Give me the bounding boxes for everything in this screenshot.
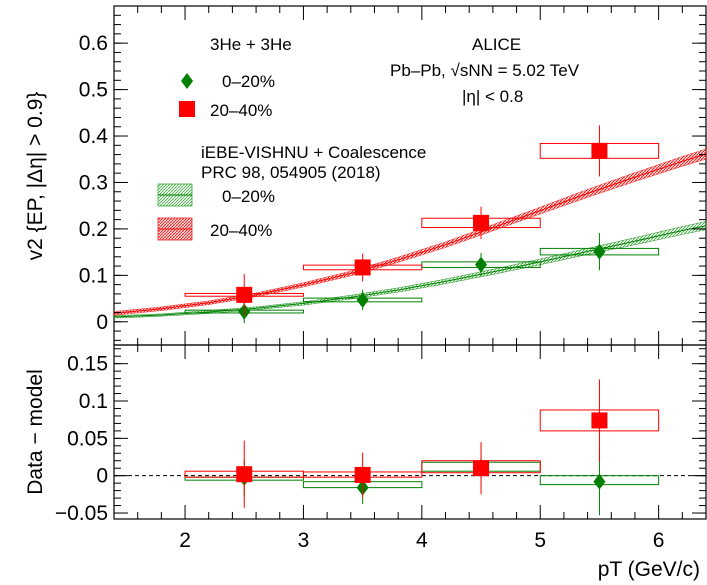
data-point-diamond [475, 256, 488, 273]
data-point-square [354, 466, 371, 483]
bot-ytick-label: 0.1 [79, 390, 108, 413]
model-central-line-square [113, 153, 707, 314]
top-ytick-label: 0.6 [79, 32, 108, 55]
top-ytick-label: 0.4 [79, 125, 109, 148]
model-bands-top [113, 148, 707, 319]
data-legend-entry-1: 20–40% [210, 101, 272, 120]
model-legend-title: iEBE-VISHNU + Coalescence [201, 143, 426, 162]
x-axis-ticks-top [113, 6, 707, 345]
legend-marker-square [179, 101, 195, 117]
data-point-square [591, 142, 608, 159]
top-ytick-label: 0 [96, 311, 108, 334]
data-points-top [236, 125, 608, 324]
top-y-axis-label: v2 {EP, |Δη| > 0.9} [24, 92, 47, 261]
y-axis-ticks-top: 0 0.1 0.2 0.3 0.4 0.5 0.6 [79, 14, 706, 341]
legend-marker-diamond [181, 73, 193, 89]
data-legend-title: 3He + 3He [210, 35, 292, 54]
data-point-square [473, 214, 490, 231]
top-ytick-label: 0.2 [79, 218, 108, 241]
data-point-diamond [593, 473, 606, 490]
bot-ytick-label: −0.05 [55, 502, 108, 525]
x-axis-label: pT (GeV/c) [598, 558, 700, 581]
data-point-diamond [593, 243, 606, 260]
model-legend-reference: PRC 98, 054905 (2018) [201, 163, 381, 182]
bottom-plot-frame [113, 344, 707, 520]
top-panel: 00.10.20.30.40.50.6 v2 {EP, |Δη| > 0.9} … [24, 5, 707, 346]
xtick-label: 2 [179, 529, 191, 552]
data-point-square [354, 259, 371, 276]
top-ytick-label: 0.5 [79, 79, 108, 102]
data-points-bottom [236, 379, 608, 516]
xtick-label: 4 [416, 529, 428, 552]
model-legend-entry-0: 0–20% [222, 187, 275, 206]
bot-ytick-label: 0.05 [67, 427, 108, 450]
model-legend: iEBE-VISHNU + Coalescence PRC 98, 054905… [157, 143, 426, 241]
y-axis-ticks-bottom: −0.05 0 0.05 0.1 0.15 [55, 348, 706, 525]
data-point-square [473, 460, 490, 477]
data-point-square [236, 466, 253, 483]
x-axis-ticks-bottom: 2 3 4 5 6 [113, 345, 707, 552]
data-point-square [591, 412, 608, 429]
model-central-line-diamond [113, 225, 707, 318]
bottom-panel: −0.05 0 0.05 0.1 0.15 2 3 4 5 6 Data − model pT … [24, 344, 707, 581]
bot-ytick-label: 0.15 [67, 353, 108, 376]
model-band-diamond [113, 221, 707, 319]
xtick-label: 5 [534, 529, 546, 552]
top-ytick-label: 0.3 [79, 171, 108, 194]
experiment-system: Pb–Pb, √sNN = 5.02 TeV [390, 61, 580, 80]
top-ytick-label: 0.1 [79, 264, 108, 287]
data-point-square [236, 286, 253, 303]
experiment-collaboration: ALICE [472, 35, 521, 54]
data-legend: 3He + 3He 0–20% 20–40% [179, 35, 292, 120]
experiment-label: ALICE Pb–Pb, √sNN = 5.02 TeV |η| < 0.8 [390, 35, 580, 106]
data-legend-entry-0: 0–20% [222, 72, 275, 91]
experiment-cut: |η| < 0.8 [462, 87, 523, 106]
model-legend-entry-1: 20–40% [210, 221, 272, 240]
bottom-y-axis-label: Data − model [24, 369, 47, 495]
model-band-square [113, 148, 707, 316]
xtick-label: 3 [298, 529, 310, 552]
xtick-label: 6 [653, 529, 665, 552]
bot-ytick-label: 0 [96, 465, 108, 488]
data-point-diamond [356, 291, 369, 308]
